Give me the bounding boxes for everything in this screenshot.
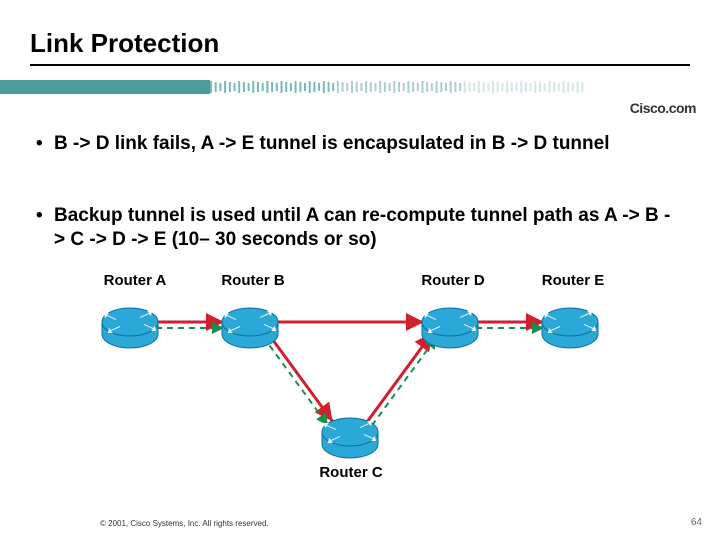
- router-icon: [102, 308, 158, 348]
- router-icon: [542, 308, 598, 348]
- router-label-A: Router A: [90, 272, 180, 289]
- router-icon: [222, 308, 278, 348]
- router-icon: [322, 418, 378, 458]
- router-label-B: Router B: [208, 272, 298, 289]
- title-underline: [30, 64, 690, 66]
- router-label-D: Router D: [408, 272, 498, 289]
- bullet-1-text: B -> D link fails, A -> E tunnel is enca…: [54, 133, 610, 154]
- copyright-footer: © 2001, Cisco Systems, Inc. All rights r…: [100, 519, 269, 528]
- router-label-E: Router E: [528, 272, 618, 289]
- router-icon: [422, 308, 478, 348]
- accent-bar: [0, 78, 720, 96]
- cisco-logo-text: Cisco.com: [630, 100, 696, 116]
- bullet-2-text: Backup tunnel is used until A can re-com…: [54, 205, 670, 250]
- bullet-1: •B -> D link fails, A -> E tunnel is enc…: [36, 132, 680, 156]
- accent-dashes: [210, 78, 590, 96]
- page-title: Link Protection: [30, 28, 219, 59]
- diagram-svg: [80, 272, 640, 482]
- accent-teal-block: [0, 80, 210, 94]
- router-label-C: Router C: [306, 464, 396, 481]
- page-number: 64: [691, 517, 702, 528]
- bullet-2: •Backup tunnel is used until A can re-co…: [36, 204, 680, 252]
- network-diagram: Router A Router B Router D Router E Router C: [80, 272, 640, 482]
